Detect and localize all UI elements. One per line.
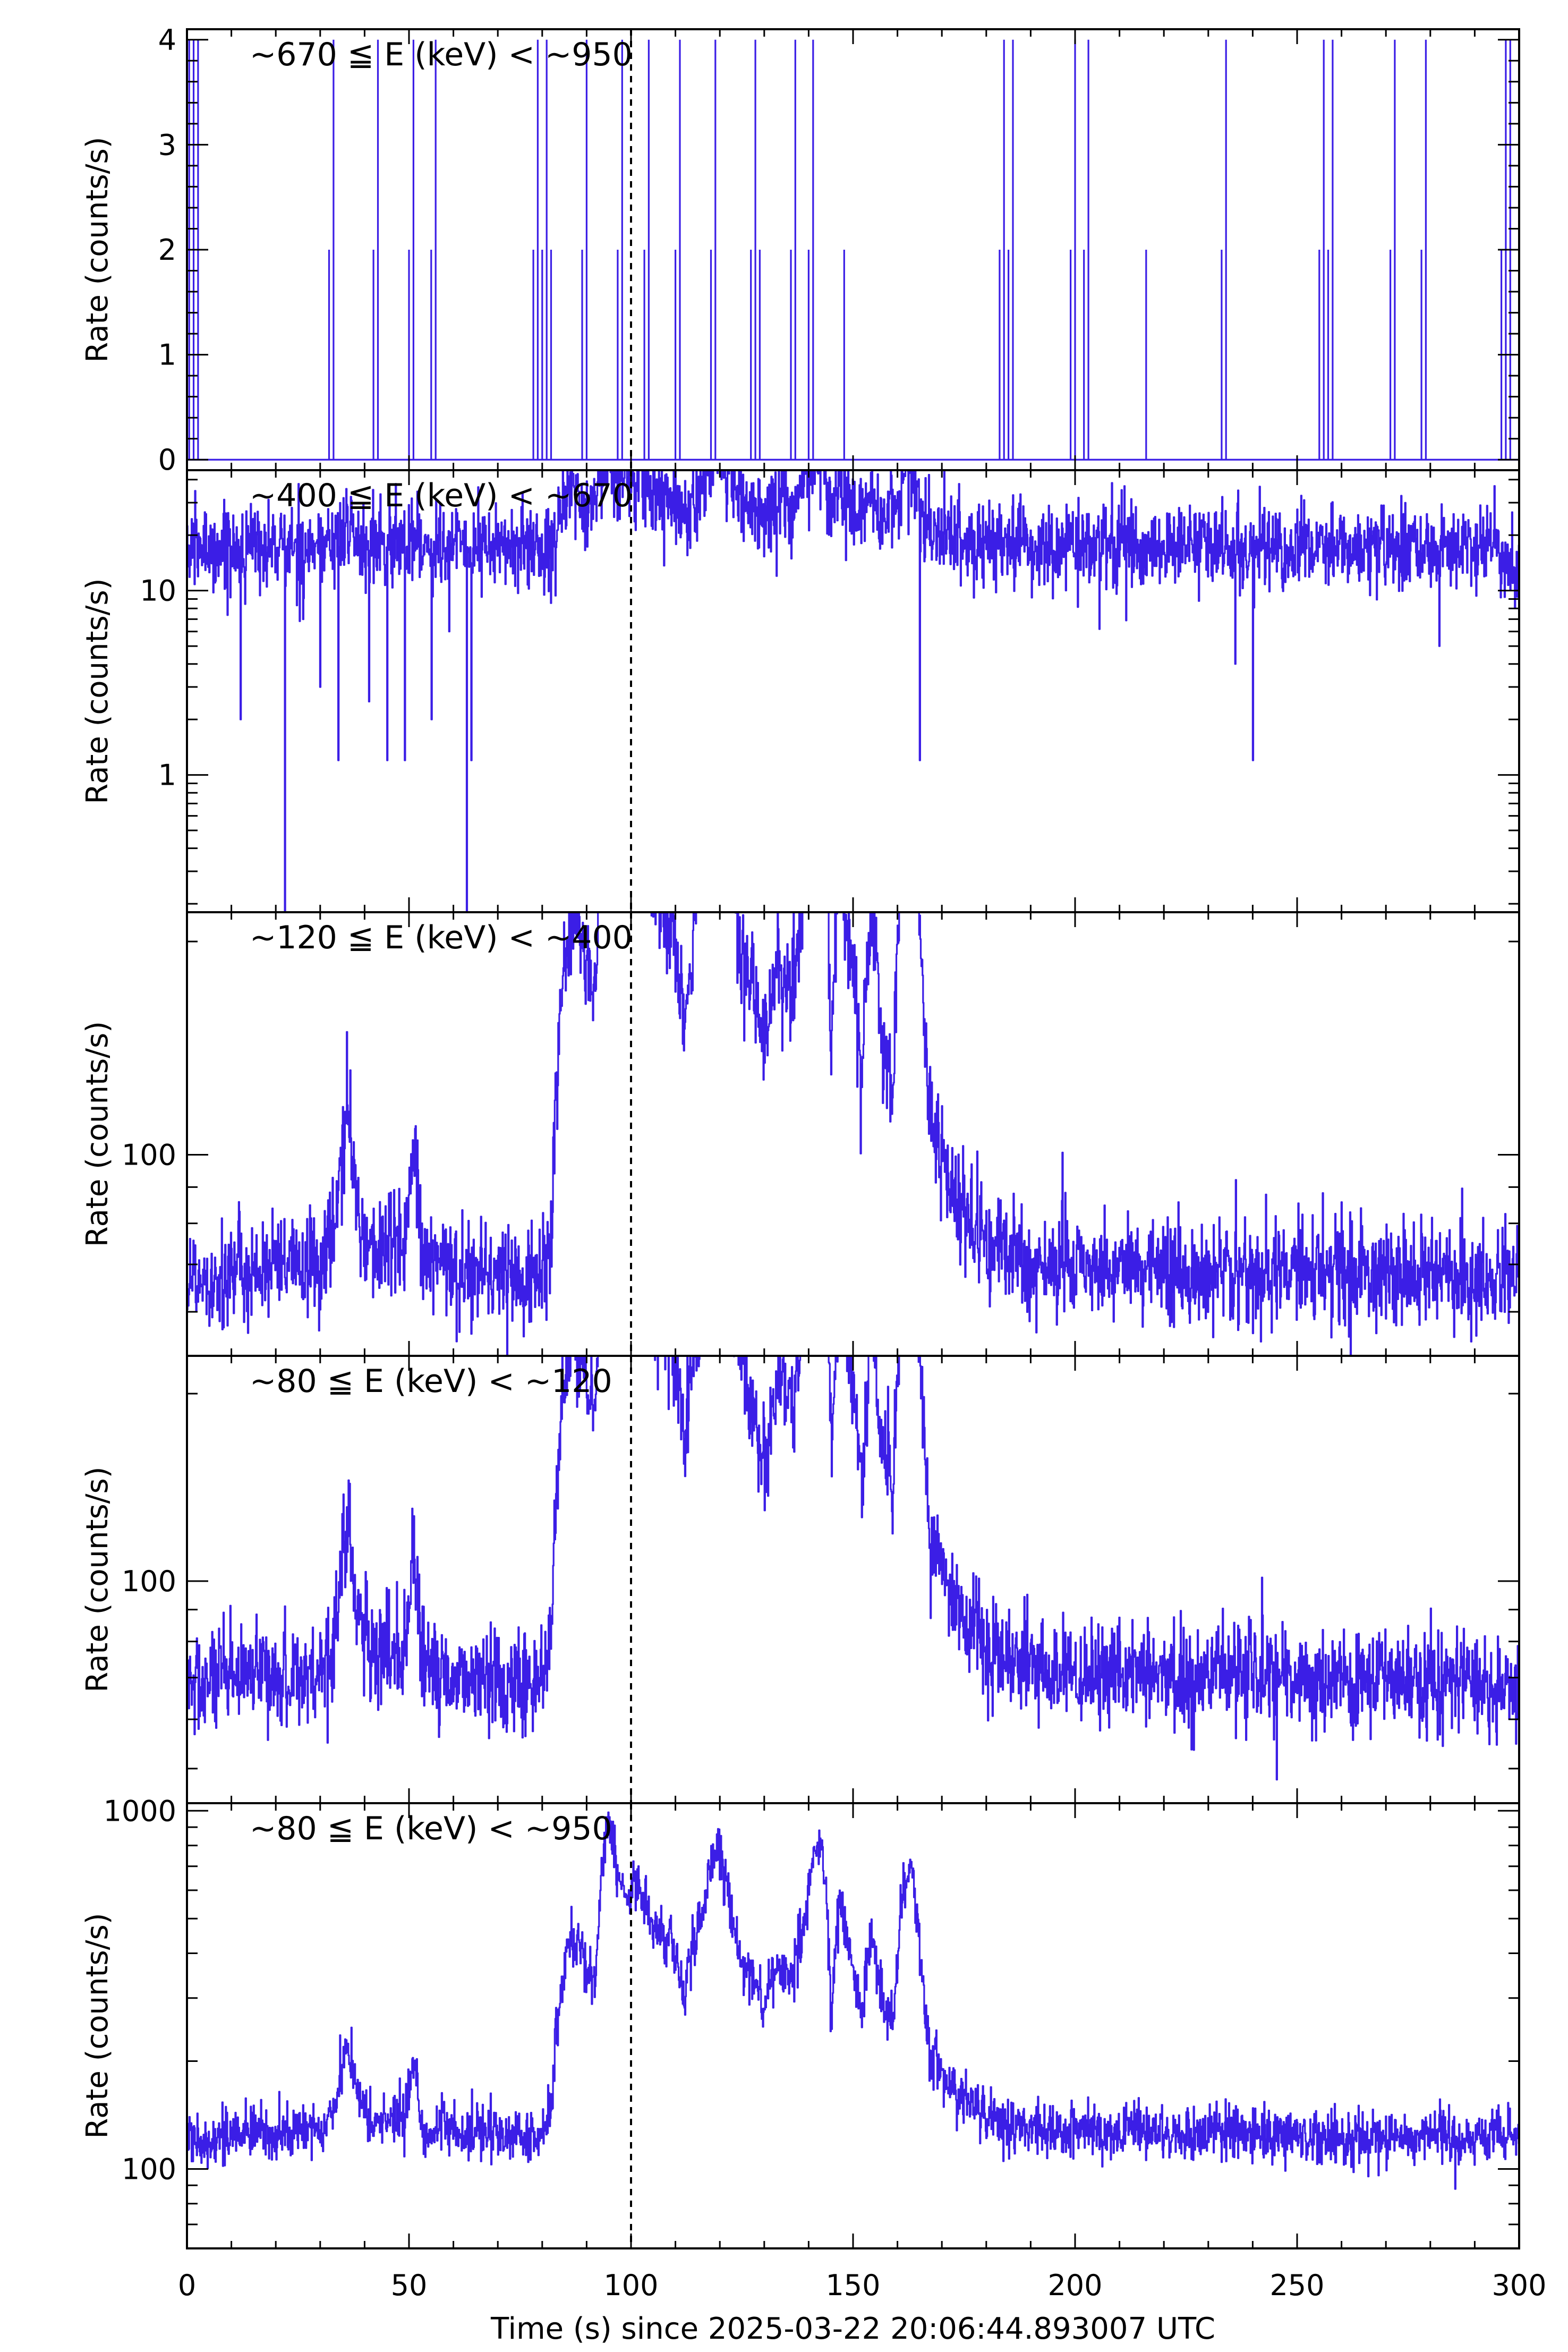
y-axis-title: Rate (counts/s): [80, 137, 115, 362]
energy-band-label: ~400 ≦ E (keV) < ~670: [250, 477, 633, 514]
y-axis-title: Rate (counts/s): [80, 1913, 115, 2138]
y-tick-label: 1: [158, 338, 176, 372]
x-tick-label: 50: [391, 2269, 428, 2302]
light-curve-series-5: [187, 1811, 1519, 2190]
y-tick-label: 0: [158, 443, 176, 477]
x-tick-label: 0: [178, 2269, 196, 2302]
x-tick-label: 200: [1047, 2269, 1102, 2302]
panel-2: 1 10 Rate (counts/s) ~400 ≦ E (keV) < ~670: [80, 469, 1520, 913]
x-axis-title: Time (s) since 2025-03-22 20:06:44.89300…: [490, 2312, 1215, 2346]
x-tick-label: 250: [1269, 2269, 1324, 2302]
y-tick-label: 10: [140, 574, 176, 608]
y-axis-title: Rate (counts/s): [80, 1021, 115, 1247]
y-tick-label: 1000: [104, 1794, 176, 1828]
panel-5: 100 1000 Rate (counts/s) ~80 ≦ E (keV) < ~9…: [80, 1794, 1520, 2249]
y-tick-label: 100: [122, 1565, 176, 1598]
light-curve-series-2: [187, 470, 1519, 912]
energy-band-label: ~120 ≦ E (keV) < ~400: [250, 919, 633, 956]
y-tick-label: 3: [158, 128, 176, 162]
x-tick-label: 100: [603, 2269, 658, 2302]
panel-frame: [186, 1802, 1520, 2249]
energy-band-label: ~80 ≦ E (keV) < ~120: [250, 1363, 612, 1400]
energy-band-label: ~80 ≦ E (keV) < ~950: [250, 1810, 612, 1847]
light-curve-series-4: [187, 1356, 1519, 1781]
panels-layer: 0 1 2 3 4 Rate (counts/s) ~670 ≦ E (keV) < ~95…: [80, 23, 1520, 2249]
y-tick-label: 100: [122, 2152, 176, 2186]
x-tick-label: 150: [825, 2269, 880, 2302]
y-axis-title: Rate (counts/s): [80, 578, 115, 804]
x-axis: 0 50 100 150 200 250 300: [178, 2269, 1547, 2302]
light-curve-series-1: [187, 39, 1519, 461]
y-tick-label: 1: [158, 759, 176, 792]
x-tick-label: 300: [1492, 2269, 1546, 2302]
light-curve-series-3: [187, 912, 1519, 1356]
y-tick-label: 4: [158, 23, 176, 57]
panel-1: 0 1 2 3 4 Rate (counts/s) ~670 ≦ E (keV) < ~95…: [80, 23, 1520, 477]
energy-band-label: ~670 ≦ E (keV) < ~950: [250, 36, 633, 73]
y-axis-title: Rate (counts/s): [80, 1466, 115, 1692]
y-tick-label: 2: [158, 233, 176, 267]
y-tick-label: 100: [122, 1138, 176, 1171]
